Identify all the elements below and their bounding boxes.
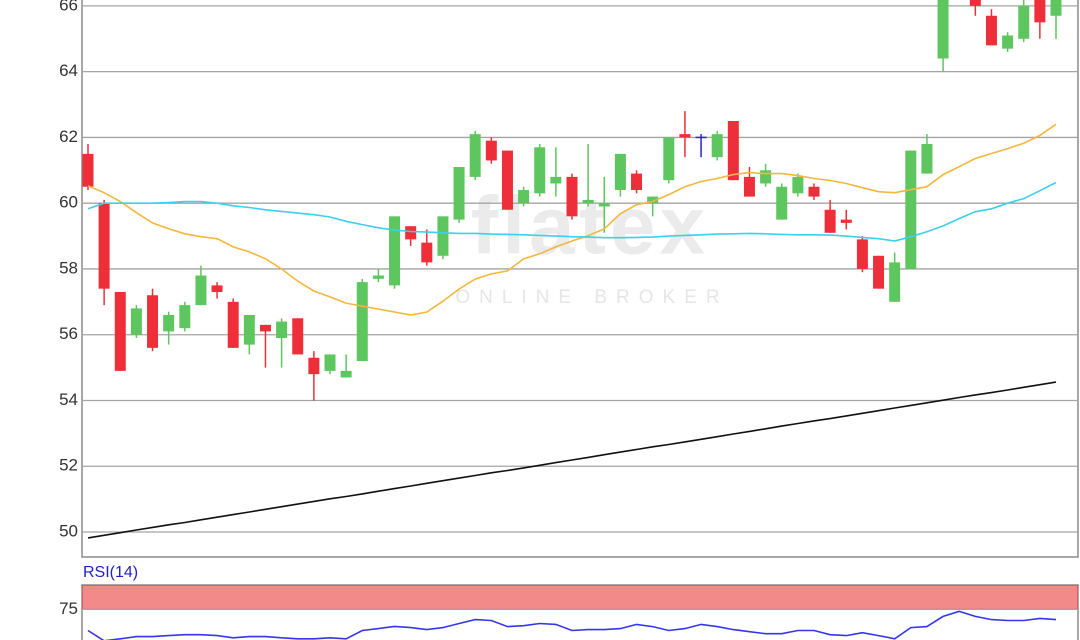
candle-body bbox=[566, 176, 578, 217]
y-tick-label: 60 bbox=[59, 193, 78, 212]
y-tick-label: 58 bbox=[59, 258, 78, 277]
candle-body bbox=[921, 143, 933, 174]
overbought-band bbox=[82, 585, 1078, 610]
candle-body bbox=[469, 134, 481, 177]
candle-body bbox=[534, 147, 546, 194]
candle-body bbox=[421, 242, 433, 263]
candle-body bbox=[1018, 5, 1030, 39]
candle-body bbox=[776, 186, 788, 220]
candle-body bbox=[372, 275, 384, 279]
candle-body bbox=[727, 120, 739, 181]
y-tick-label: 75 bbox=[59, 599, 78, 618]
y-tick-label: 54 bbox=[59, 390, 78, 409]
candle-body bbox=[760, 170, 772, 184]
candle-body bbox=[98, 203, 110, 289]
candle-body bbox=[792, 176, 804, 194]
candle-body bbox=[647, 196, 659, 204]
y-tick-label: 56 bbox=[59, 324, 78, 343]
candle-body bbox=[405, 226, 417, 240]
candle-body bbox=[324, 354, 336, 371]
candle-body bbox=[1034, 0, 1046, 23]
candle-body bbox=[1002, 35, 1014, 49]
candle-body bbox=[114, 291, 126, 371]
candle-body bbox=[840, 219, 852, 223]
rsi-plot bbox=[82, 585, 1078, 640]
candle-body bbox=[824, 209, 836, 233]
rsi-title: RSI(14) bbox=[83, 564, 138, 581]
candle-body bbox=[340, 370, 352, 378]
candle-body bbox=[1050, 0, 1062, 16]
candle-body bbox=[179, 305, 191, 329]
candle-body bbox=[582, 199, 594, 204]
y-tick-label: 62 bbox=[59, 127, 78, 146]
candle-body bbox=[873, 255, 885, 289]
candle-body bbox=[663, 137, 675, 181]
main-plot-area bbox=[81, 0, 1079, 558]
candle-body bbox=[356, 282, 368, 362]
candle-body bbox=[743, 176, 755, 197]
candle-body bbox=[631, 173, 643, 191]
candle-body bbox=[937, 0, 949, 59]
candle-body bbox=[243, 314, 255, 345]
candle-body bbox=[679, 134, 691, 138]
candle-body bbox=[808, 186, 820, 197]
indicator-line bbox=[87, 123, 1057, 316]
candle-body bbox=[501, 150, 513, 210]
candle-body bbox=[711, 134, 723, 158]
candle-body bbox=[969, 0, 981, 6]
candle-body bbox=[453, 167, 465, 220]
indicator-line bbox=[87, 381, 1057, 539]
y-tick-label: 64 bbox=[59, 61, 78, 80]
candle-body bbox=[985, 15, 997, 46]
candle-body bbox=[614, 153, 626, 191]
candle-body bbox=[905, 150, 917, 269]
candle-body bbox=[598, 203, 610, 207]
candle-body bbox=[518, 190, 530, 204]
candle-body bbox=[389, 216, 401, 286]
indicator-line bbox=[87, 181, 1057, 242]
candle-body bbox=[82, 153, 94, 187]
y-tick-label: 66 bbox=[59, 0, 78, 14]
candle-body bbox=[437, 216, 449, 256]
candle-body bbox=[485, 140, 497, 161]
candle-body bbox=[130, 308, 142, 335]
watermark-subtitle: ONLINE BROKER bbox=[455, 287, 728, 308]
y-tick-label: 50 bbox=[59, 521, 78, 540]
main-plot bbox=[82, 0, 1078, 539]
y-tick-label: 52 bbox=[59, 456, 78, 475]
candle-body bbox=[163, 314, 175, 332]
tick-labels: 50 52 54 56 58 60 62 64 66 75 bbox=[59, 0, 78, 618]
indicator-line bbox=[87, 610, 1057, 640]
candle-body bbox=[292, 318, 304, 355]
candle-body bbox=[211, 285, 223, 292]
candle-body bbox=[227, 301, 239, 348]
candle-body bbox=[308, 357, 320, 375]
candle-body bbox=[856, 239, 868, 269]
candle-body bbox=[550, 176, 562, 184]
candle-body bbox=[259, 324, 271, 332]
candle-body bbox=[889, 262, 901, 302]
candle-body bbox=[276, 321, 288, 339]
candle-body bbox=[147, 295, 159, 348]
candle-body bbox=[195, 275, 207, 306]
